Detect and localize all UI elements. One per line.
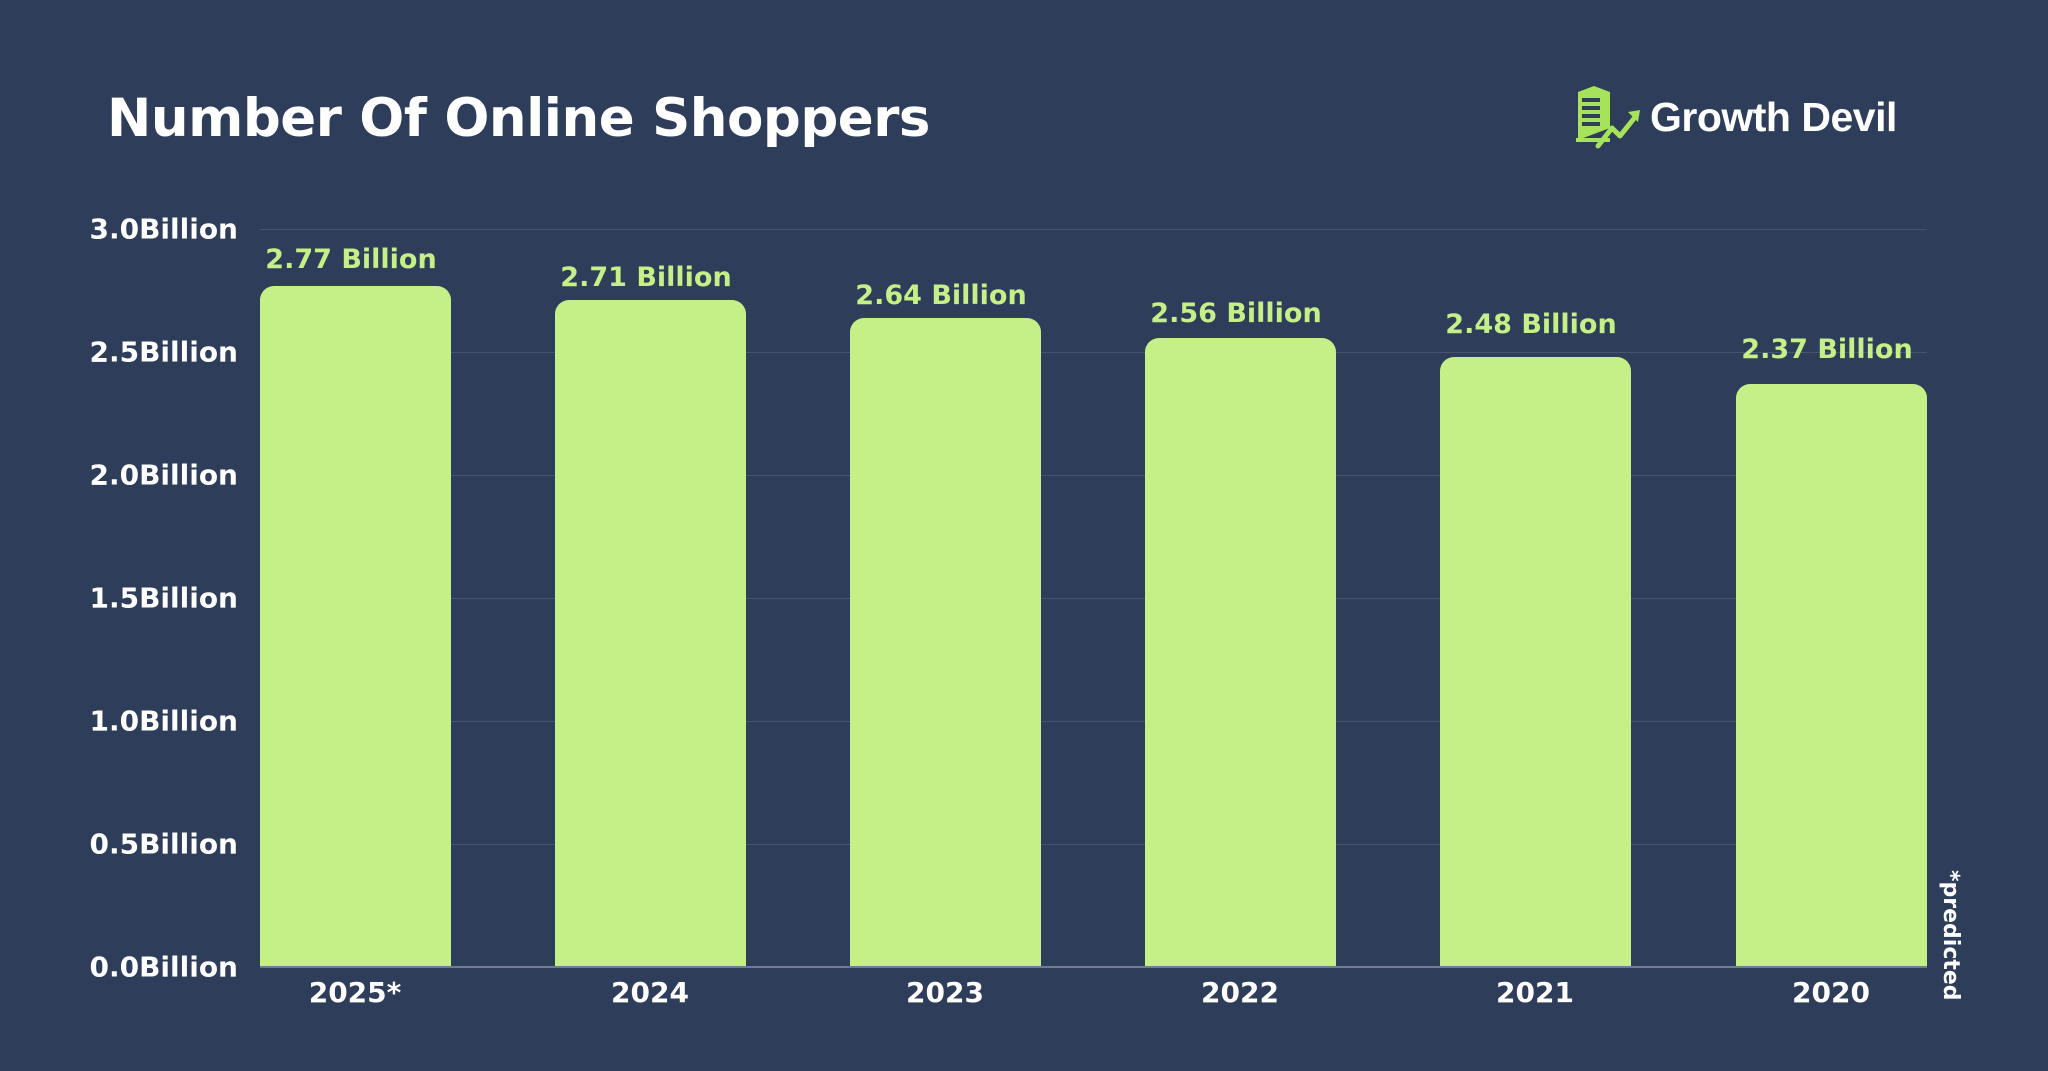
- x-tick-label: 2020: [1792, 976, 1870, 1009]
- bar-2020: [1736, 384, 1927, 967]
- plot-area: [260, 229, 1927, 968]
- bar-2024: [555, 300, 746, 967]
- bar-value-label: 2.77 Billion: [265, 244, 437, 275]
- x-tick-label: 2021: [1496, 976, 1574, 1009]
- y-tick-label: 0.5Billion: [89, 827, 238, 861]
- gridline: [260, 721, 1927, 722]
- y-tick-label: 0.0Billion: [89, 950, 238, 984]
- bar-value-label: 2.71 Billion: [560, 262, 732, 293]
- bar-2021: [1440, 357, 1631, 967]
- bar-value-label: 2.48 Billion: [1445, 309, 1617, 340]
- brand-name: Growth Devil: [1650, 93, 1897, 140]
- gridline: [260, 844, 1927, 845]
- gridline: [260, 229, 1927, 230]
- y-tick-label: 2.5Billion: [89, 335, 238, 369]
- y-tick-label: 2.0Billion: [89, 458, 238, 492]
- x-tick-label: 2025*: [308, 976, 402, 1009]
- x-tick-label: 2024: [611, 976, 689, 1009]
- bar-2022: [1145, 338, 1336, 967]
- bar-2023: [850, 318, 1041, 967]
- building-growth-arrow-icon: [1576, 86, 1640, 149]
- x-tick-label: 2023: [906, 976, 984, 1009]
- chart-title: Number Of Online Shoppers: [107, 88, 930, 149]
- bar-value-label: 2.56 Billion: [1150, 298, 1322, 329]
- x-tick-label: 2022: [1201, 976, 1279, 1009]
- y-tick-label: 1.5Billion: [89, 581, 238, 615]
- bar-value-label: 2.64 Billion: [855, 280, 1027, 311]
- bar-2025: [260, 286, 451, 967]
- gridline: [260, 475, 1927, 476]
- gridline: [260, 598, 1927, 599]
- predicted-footnote: *predicted: [1938, 870, 1963, 1001]
- y-tick-label: 3.0Billion: [89, 212, 238, 246]
- bar-value-label: 2.37 Billion: [1741, 334, 1913, 365]
- brand-logo: Growth Devil: [1568, 84, 1897, 150]
- gridline: [260, 352, 1927, 353]
- x-axis-line: [260, 966, 1927, 968]
- y-tick-label: 1.0Billion: [89, 704, 238, 738]
